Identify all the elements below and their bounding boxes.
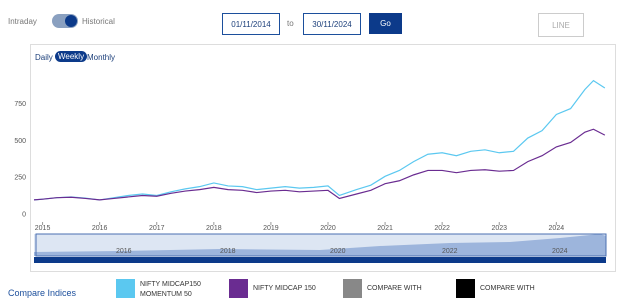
x-tick-label: 2016 (92, 225, 108, 232)
series-line (33, 128, 606, 201)
navigator-window (35, 233, 607, 257)
mode-label: Historical (82, 17, 115, 26)
y-tick-label: 250 (14, 175, 26, 182)
compare-select[interactable]: COMPARE WITH (480, 285, 535, 292)
x-tick-label: 2023 (491, 225, 507, 232)
y-tick-label: 750 (14, 101, 26, 108)
mode-label: Intraday (8, 17, 37, 26)
x-tick-label: 2015 (35, 225, 51, 232)
navigator-area (34, 234, 606, 256)
navigator-label: 2016 (116, 248, 132, 255)
x-tick-label: 2019 (263, 225, 279, 232)
navigator-label: 2024 (552, 248, 568, 255)
compare-swatch (343, 279, 362, 298)
to-label: to (287, 19, 294, 28)
navigator-label: 2018 (220, 248, 236, 255)
chart-frame (30, 44, 616, 272)
period[interactable]: Weekly (55, 51, 88, 62)
x-tick-label: 2017 (149, 225, 165, 232)
scrollbar[interactable] (34, 257, 606, 263)
series-line (33, 79, 606, 201)
navigator-label: 2020 (330, 248, 346, 255)
x-tick-label: 2018 (206, 225, 222, 232)
go-button[interactable]: Go (369, 13, 402, 34)
x-tick-label: 2024 (549, 225, 565, 232)
x-tick-label: 2021 (377, 225, 393, 232)
period[interactable]: Monthly (87, 53, 116, 62)
legend-entry: NIFTY MIDCAP 150 (253, 285, 316, 292)
date-to[interactable]: 30/11/2024 (303, 13, 361, 35)
compare-swatch (456, 279, 475, 298)
navigator-label: 2022 (442, 248, 458, 255)
mode-toggle[interactable] (52, 14, 78, 28)
legend-entry: NIFTY MIDCAP150 MOMENTUM 50 (140, 281, 201, 298)
x-tick-label: 2022 (434, 225, 450, 232)
y-tick-label: 0 (22, 211, 26, 218)
period[interactable]: Daily (35, 53, 53, 62)
chart-type[interactable]: LINE (538, 13, 584, 37)
x-tick-label: 2020 (320, 225, 336, 232)
legend-swatch (229, 279, 248, 298)
compare-select[interactable]: COMPARE WITH (367, 285, 422, 292)
y-tick-label: 500 (14, 138, 26, 145)
compare-title: Compare Indices (8, 288, 77, 298)
legend-swatch (116, 279, 135, 298)
date-from[interactable]: 01/11/2014 (222, 13, 280, 35)
